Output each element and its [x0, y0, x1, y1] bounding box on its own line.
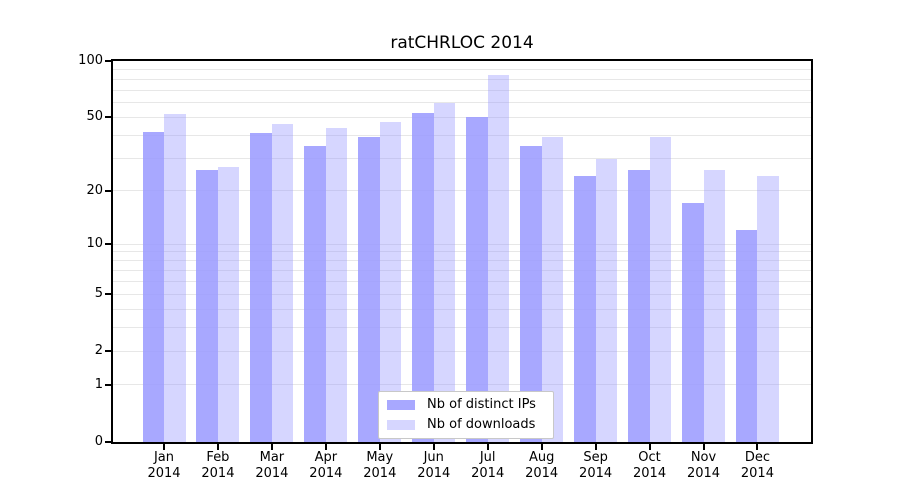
- gridline-10: [113, 243, 811, 245]
- bar-downloads-mar: [271, 124, 294, 442]
- y-tick-5: [105, 293, 112, 296]
- bar-downloads-feb: [217, 166, 240, 442]
- y-tick-label-20: 20: [86, 182, 103, 198]
- legend-label-distinct-ips: Nb of distinct IPs: [427, 397, 536, 412]
- gridline-8: [113, 260, 811, 262]
- x-tick-aug: [540, 444, 543, 450]
- bar-distinct-ips-nov: [682, 203, 704, 442]
- x-tick-jan: [163, 444, 165, 450]
- bar-downloads-oct: [649, 137, 672, 442]
- x-tick-label-jun: Jun 2014: [417, 450, 451, 481]
- gridline-60: [113, 102, 811, 104]
- bar-downloads-apr: [325, 127, 348, 442]
- gridline-9: [113, 251, 811, 253]
- y-tick-0: [105, 441, 112, 443]
- y-tick-20: [105, 189, 112, 192]
- legend: Nb of distinct IPs Nb of downloads: [378, 391, 554, 439]
- plot-area: Nb of distinct IPs Nb of downloads: [111, 59, 813, 444]
- gridline-6: [113, 280, 811, 282]
- x-tick-sep: [594, 444, 597, 450]
- y-tick-label-5: 5: [94, 286, 103, 302]
- gridline-40: [113, 134, 811, 136]
- gridline-20: [113, 190, 811, 192]
- gridline-3: [113, 327, 811, 329]
- x-tick-label-may: May 2014: [363, 450, 397, 481]
- y-tick-label-0: 0: [94, 434, 103, 449]
- bar-downloads-may: [379, 122, 402, 442]
- bar-downloads-jan: [164, 114, 186, 442]
- x-tick-label-jul: Jul 2014: [471, 450, 505, 481]
- x-tick-jul: [486, 444, 489, 450]
- y-tick-2: [105, 350, 112, 353]
- gridline-1: [113, 384, 811, 386]
- gridline-5: [113, 293, 811, 295]
- bar-distinct-ips-jul: [466, 117, 488, 442]
- x-tick-may: [378, 444, 381, 450]
- bar-downloads-jul: [487, 75, 510, 442]
- x-tick-mar: [270, 444, 273, 450]
- x-tick-label-feb: Feb 2014: [201, 450, 235, 481]
- legend-entry-distinct-ips: Nb of distinct IPs: [379, 396, 553, 414]
- bar-distinct-ips-jan: [142, 131, 164, 442]
- bar-distinct-ips-dec: [735, 230, 758, 442]
- x-tick-feb: [216, 444, 219, 450]
- y-tick-1: [105, 383, 112, 386]
- bar-distinct-ips-feb: [196, 169, 218, 442]
- legend-entry-downloads: Nb of downloads: [379, 416, 553, 434]
- x-tick-nov: [702, 444, 705, 450]
- x-tick-label-dec: Dec 2014: [740, 450, 774, 481]
- bar-distinct-ips-jun: [412, 112, 434, 442]
- x-tick-jun: [432, 444, 435, 450]
- x-tick-label-oct: Oct 2014: [633, 450, 667, 481]
- y-tick-100: [105, 60, 112, 62]
- x-tick-label-jan: Jan 2014: [147, 450, 181, 481]
- gridline-70: [113, 89, 811, 91]
- y-tick-10: [105, 243, 112, 246]
- bar-downloads-nov: [703, 169, 725, 442]
- gridline-50: [113, 116, 811, 118]
- bar-distinct-ips-oct: [628, 169, 650, 442]
- bar-distinct-ips-may: [358, 137, 380, 442]
- x-tick-apr: [324, 444, 327, 450]
- bar-distinct-ips-aug: [520, 146, 542, 442]
- bar-downloads-jun: [433, 102, 456, 442]
- x-tick-oct: [648, 444, 651, 450]
- bar-downloads-sep: [595, 158, 618, 442]
- y-tick-50: [105, 116, 112, 119]
- gridline-7: [113, 269, 811, 271]
- gridline-4: [113, 308, 811, 310]
- legend-swatch-distinct-ips: [387, 400, 415, 410]
- gridline-30: [113, 158, 811, 159]
- bar-distinct-ips-sep: [574, 176, 596, 442]
- chart-title: ratCHRLOC 2014: [390, 33, 534, 53]
- x-tick-label-mar: Mar 2014: [255, 450, 289, 481]
- x-tick-label-nov: Nov 2014: [686, 450, 721, 481]
- x-tick-label-sep: Sep 2014: [579, 450, 613, 481]
- y-tick-label-10: 10: [86, 236, 103, 252]
- y-tick-label-100: 100: [78, 53, 103, 68]
- y-tick-label-2: 2: [94, 343, 103, 359]
- gridline-2: [113, 350, 811, 352]
- gridline-90: [113, 69, 811, 71]
- legend-label-downloads: Nb of downloads: [427, 417, 536, 432]
- bar-distinct-ips-apr: [304, 146, 326, 442]
- bar-downloads-dec: [757, 176, 779, 442]
- x-tick-label-apr: Apr 2014: [309, 450, 343, 481]
- bar-distinct-ips-mar: [250, 133, 272, 442]
- x-tick-dec: [756, 444, 759, 450]
- y-tick-label-1: 1: [94, 376, 103, 392]
- y-tick-label-50: 50: [86, 109, 103, 125]
- gridline-80: [113, 78, 811, 80]
- bar-downloads-aug: [541, 137, 564, 442]
- x-tick-label-aug: Aug 2014: [525, 450, 559, 481]
- legend-swatch-downloads: [387, 420, 415, 430]
